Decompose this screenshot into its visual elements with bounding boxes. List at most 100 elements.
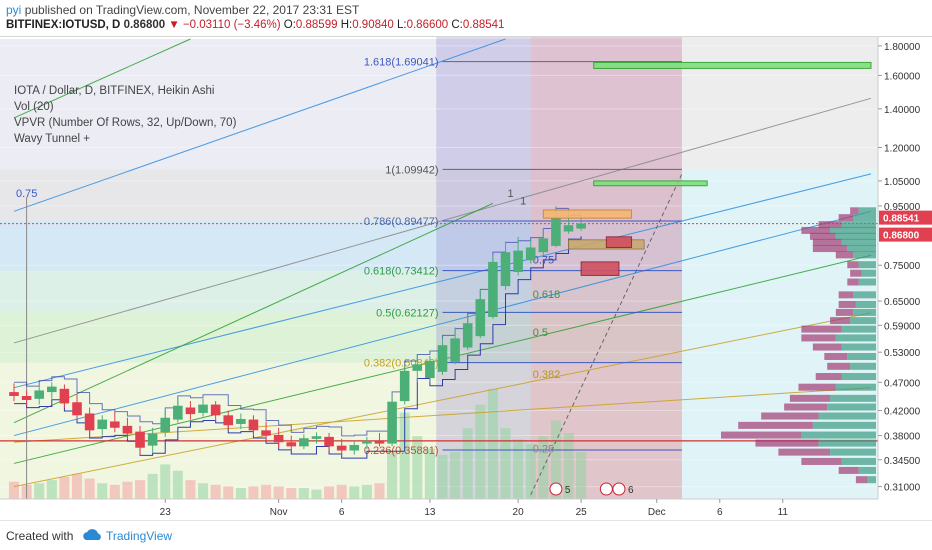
candle-body <box>236 418 246 424</box>
volume-bar <box>223 486 234 499</box>
vpvr-down-bar <box>755 439 819 447</box>
vpvr-up-bar <box>830 394 876 402</box>
volume-bar <box>336 484 347 499</box>
volume-bar <box>450 451 461 499</box>
tradingview-cloud-icon[interactable] <box>82 527 104 543</box>
candle-body <box>160 417 171 433</box>
volume-bar <box>59 477 70 499</box>
vpvr-down-bar <box>815 373 842 381</box>
candle-body <box>500 252 511 287</box>
volume-bar <box>462 428 473 499</box>
price-tag <box>879 227 932 242</box>
y-tick-label: 0.59000 <box>884 321 921 332</box>
vpvr-down-bar <box>784 403 828 411</box>
vpvr-down-bar <box>798 383 836 391</box>
vpvr-up-bar <box>841 373 876 381</box>
volume-bar <box>198 483 209 499</box>
fib-level-label: 0.618(0.73412) <box>364 266 439 278</box>
target-box <box>580 261 620 276</box>
fib-level-label: 0.5(0.62127) <box>376 307 438 319</box>
vpvr-up-bar <box>847 245 876 253</box>
price-tag <box>879 210 932 225</box>
fan-level-label: 0.25 <box>533 444 554 456</box>
chart-canvas[interactable]: 1.618(1.69041) 1(1.09942) 0.786(0.89477) 0.… <box>0 37 932 521</box>
vpvr-up-bar <box>858 278 876 286</box>
volume-bar <box>147 473 158 499</box>
last-price: 0.86800 <box>123 19 166 31</box>
vpvr-down-bar <box>721 431 802 439</box>
fan-level-label: 1 <box>520 196 526 208</box>
author-link[interactable]: pyi <box>6 3 22 17</box>
fib-zone-band <box>0 270 682 313</box>
vpvr-up-bar <box>858 466 876 474</box>
upper-right-zone <box>681 37 878 170</box>
vpvr-up-bar <box>858 207 876 215</box>
volume-bar <box>387 451 398 499</box>
ohlc-close: C:0.88541 <box>451 19 505 31</box>
volume-bar <box>248 486 259 499</box>
vpvr-down-bar <box>855 476 868 484</box>
legend-indicator-wavy-tunnel[interactable]: Wavy Tunnel + <box>14 133 90 145</box>
trend-line <box>13 173 872 389</box>
vpvr-down-bar <box>809 232 836 240</box>
price-chart[interactable]: 1.618(1.69041) 1(1.09942) 0.786(0.89477) 0.… <box>0 36 932 521</box>
event-flag-icon <box>549 482 563 496</box>
vpvr-down-bar <box>812 245 848 253</box>
candle-body <box>551 218 561 246</box>
vpvr-down-bar <box>738 421 813 429</box>
candle-body <box>311 436 322 439</box>
legend-indicator-vpvr[interactable]: VPVR (Number Of Rows, 32, Up/Down, 70) <box>14 117 237 129</box>
trend-line <box>13 38 191 119</box>
candle-body <box>362 440 372 444</box>
vpvr-down-bar <box>801 226 831 234</box>
event-flag-icon <box>612 482 626 496</box>
tradingview-brand-link[interactable]: TradingView <box>106 529 173 543</box>
y-tick-label: 1.20000 <box>884 143 921 154</box>
vpvr-down-bar <box>824 352 848 360</box>
volume-bar <box>399 412 410 499</box>
x-tick-label: 13 <box>424 507 436 518</box>
legend-series-title: IOTA / Dollar, D, BITFINEX, Heikin Ashi <box>14 85 215 97</box>
candle-body <box>513 250 523 272</box>
vpvr-down-bar <box>812 343 842 351</box>
volume-bar <box>172 470 183 499</box>
vpvr-up-bar <box>835 232 876 240</box>
volume-bar <box>525 444 536 499</box>
candle-body <box>450 338 460 362</box>
vpvr-up-bar <box>818 439 876 447</box>
volume-bar <box>563 433 574 499</box>
volume-bar <box>361 484 372 499</box>
candle-body <box>525 247 536 261</box>
y-tick-label: 1.60000 <box>884 71 921 82</box>
volume-bar <box>210 484 221 499</box>
y-tick-label: 1.80000 <box>884 42 921 53</box>
y-tick-label: 0.42000 <box>884 406 921 417</box>
candle-body <box>135 431 145 448</box>
vpvr-down-bar <box>835 251 854 259</box>
x-tick-label: Dec <box>648 507 666 518</box>
x-tick-label: 25 <box>576 507 588 518</box>
vpvr-down-bar <box>847 278 859 286</box>
y-tick-label: 0.53000 <box>884 348 921 359</box>
vpvr-down-bar <box>847 261 859 269</box>
candle-body <box>97 419 108 430</box>
created-with-text: Created with <box>6 529 74 543</box>
ohlc-high: H:0.90840 <box>340 19 394 31</box>
candle-body <box>261 430 271 436</box>
publish-line: pyi published on TradingView.com, Novemb… <box>6 3 359 18</box>
vpvr-down-bar <box>818 221 842 229</box>
legend-indicator-volume[interactable]: Vol (20) <box>14 101 54 113</box>
volume-bar <box>500 428 511 499</box>
candle-body <box>437 345 448 372</box>
volume-bar <box>412 436 423 499</box>
candle-body <box>59 388 70 404</box>
volume-bar <box>185 480 196 499</box>
candle-body <box>173 405 183 420</box>
candle-body <box>349 444 360 451</box>
vpvr-up-bar <box>830 226 876 234</box>
volume-bar <box>576 451 587 499</box>
trend-line <box>13 312 872 488</box>
vpvr-up-bar <box>853 251 876 259</box>
fan-level-label: 0.75 <box>16 188 37 200</box>
vpvr-up-bar <box>858 261 876 269</box>
